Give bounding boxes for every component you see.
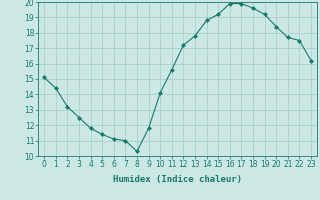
X-axis label: Humidex (Indice chaleur): Humidex (Indice chaleur) <box>113 175 242 184</box>
